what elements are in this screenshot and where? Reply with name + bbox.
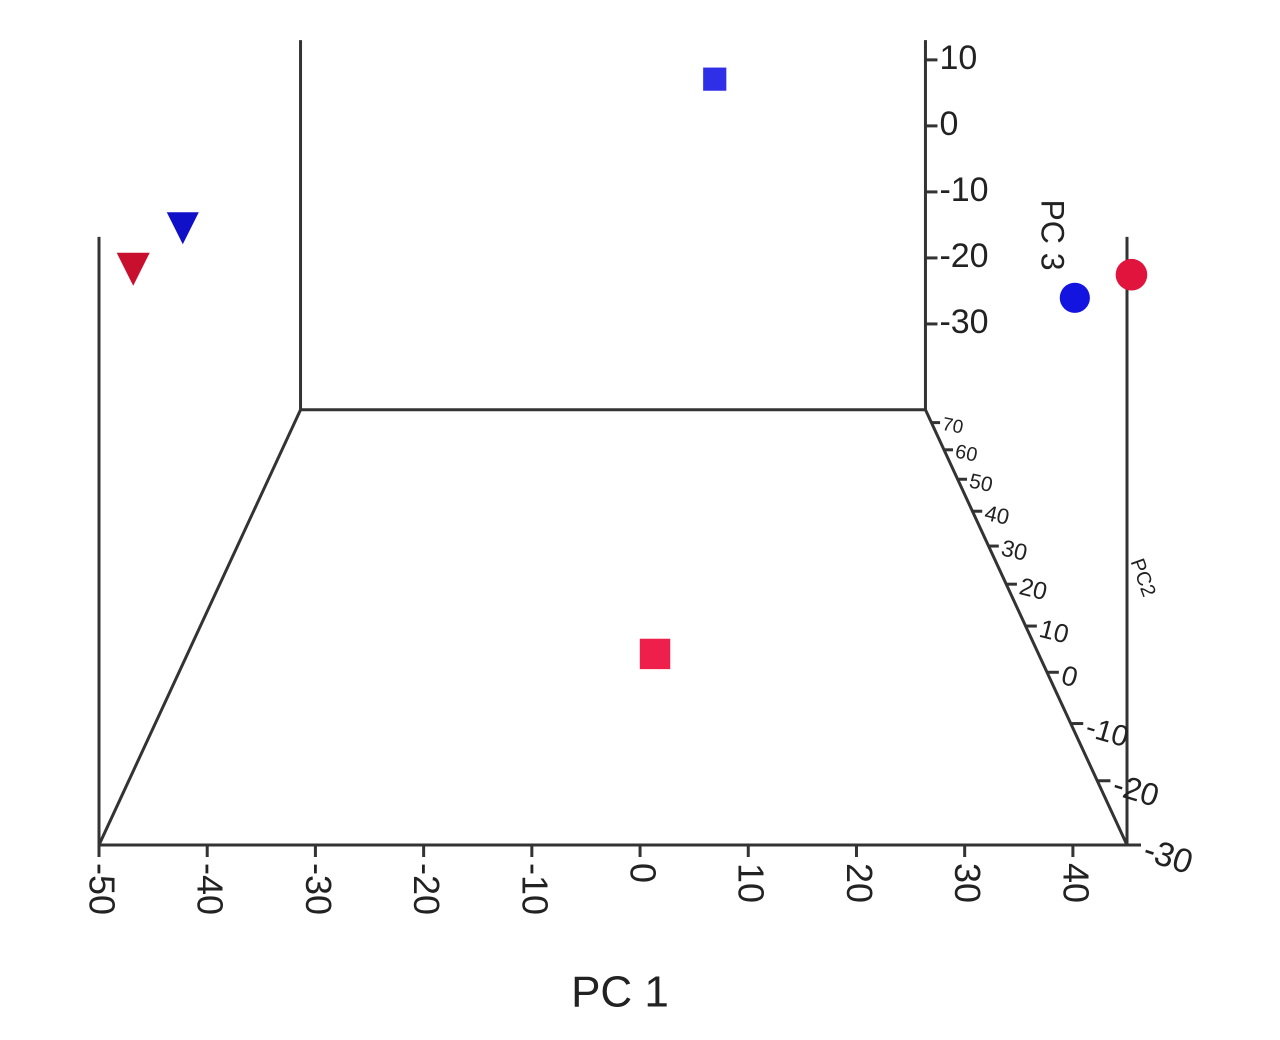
z-tick-label: 10 xyxy=(939,39,977,77)
y-tick-label: 10 xyxy=(1036,613,1072,649)
y-tick-label: 60 xyxy=(953,441,979,467)
z-axis-label: PC 3 xyxy=(1035,199,1071,270)
y-tick-label: -20 xyxy=(1109,766,1163,814)
y-axis-label: PC2 xyxy=(1126,556,1160,600)
z-tick-label: -10 xyxy=(939,171,988,209)
point xyxy=(703,67,727,91)
x-tick-label: -10 xyxy=(514,863,555,915)
x-tick-label: 40 xyxy=(1055,863,1096,903)
z-tick-label: -20 xyxy=(939,237,988,275)
x-tick-label: 20 xyxy=(839,863,880,903)
x-tick-label: -30 xyxy=(298,863,339,915)
point xyxy=(166,212,199,245)
y-tick-label: -10 xyxy=(1082,711,1132,755)
y-tick-label: 0 xyxy=(1058,659,1081,693)
y-tick-label: 20 xyxy=(1017,573,1050,606)
x-axis-label: PC 1 xyxy=(571,968,669,1017)
z-tick-label: 0 xyxy=(939,105,958,143)
point xyxy=(116,252,150,286)
x-tick-label: -50 xyxy=(81,863,122,915)
y-tick-label: -30 xyxy=(1139,831,1197,882)
x-tick-label: 0 xyxy=(623,863,664,883)
x-tick-label: 10 xyxy=(731,863,772,903)
y-tick-label: 40 xyxy=(982,500,1011,530)
y-tick-label: 50 xyxy=(967,470,994,497)
point xyxy=(1059,282,1090,313)
point xyxy=(1115,258,1148,291)
x-tick-label: -40 xyxy=(190,863,231,915)
y-tick-label: 70 xyxy=(941,413,966,438)
y-tick-label: 30 xyxy=(999,535,1030,566)
x-tick-label: -20 xyxy=(406,863,447,915)
z-tick-label: -30 xyxy=(939,303,988,341)
axis-line xyxy=(97,409,302,846)
x-tick-label: 30 xyxy=(947,863,988,903)
point xyxy=(639,638,671,670)
